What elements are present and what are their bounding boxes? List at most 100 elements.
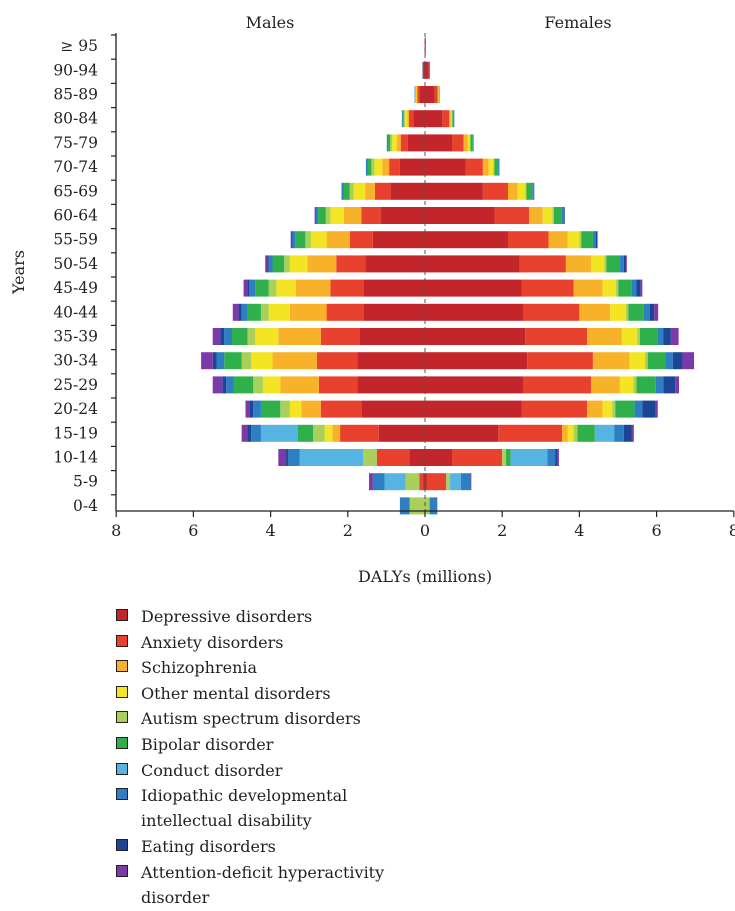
bar-female-50-54-s9 bbox=[626, 255, 627, 272]
bar-male-40-44-s9 bbox=[233, 304, 239, 321]
bar-male-15-19-s2 bbox=[332, 425, 340, 442]
bar-female-60-64-s7 bbox=[562, 207, 564, 224]
bar-male-85-89-s1 bbox=[417, 86, 419, 103]
bar-female-50-54-s3 bbox=[591, 255, 605, 272]
bar-female-15-19-s6 bbox=[595, 425, 614, 442]
bar-male-45-49-s9 bbox=[244, 280, 248, 297]
bar-male-20-24-s1 bbox=[321, 401, 362, 418]
bar-female-80-84-s0 bbox=[425, 110, 442, 127]
legend-item: Eating disorders bbox=[116, 834, 391, 860]
bar-female-15-19-s2 bbox=[562, 425, 568, 442]
bar-male-15-19-s3 bbox=[325, 425, 333, 442]
bar-female-15-19-s1 bbox=[498, 425, 562, 442]
bar-male-15-19-s4 bbox=[313, 425, 325, 442]
bar-male-75-79-s3 bbox=[392, 134, 397, 151]
bar-female-80-84-s1 bbox=[442, 110, 449, 127]
bar-male-30-34-s4 bbox=[242, 352, 252, 369]
bar-female-15-19-s9 bbox=[632, 425, 634, 442]
bar-male-20-24-s7 bbox=[253, 401, 261, 418]
y-tick-label: 90-94 bbox=[53, 61, 98, 79]
bar-male-75-79-s2 bbox=[397, 134, 401, 151]
bar-female-25-29-s9 bbox=[675, 376, 679, 393]
bar-male-5-9-s4 bbox=[406, 473, 420, 490]
bar-female-30-34-s8 bbox=[673, 352, 683, 369]
legend-swatch bbox=[116, 635, 128, 647]
bar-female-70-74-s4 bbox=[493, 159, 494, 176]
bar-male-25-29-s7 bbox=[226, 376, 234, 393]
bar-male-50-54-s5 bbox=[273, 255, 285, 272]
x-tick-label: 2 bbox=[497, 521, 507, 540]
legend-swatch bbox=[116, 711, 128, 723]
bar-male-5-9-s7 bbox=[373, 473, 385, 490]
bar-female-60-64-s8 bbox=[564, 207, 565, 224]
bar-female-35-39-s8 bbox=[663, 328, 671, 345]
bar-male-15-19-s7 bbox=[251, 425, 261, 442]
bar-female-25-29-s2 bbox=[591, 376, 620, 393]
bar-male-70-74-s3 bbox=[374, 159, 382, 176]
bar-male-80-84-s4 bbox=[404, 110, 405, 127]
bar-male-45-49-s2 bbox=[296, 280, 331, 297]
bar-male-40-44-s3 bbox=[269, 304, 290, 321]
legend-label: Schizophrenia bbox=[141, 655, 391, 680]
bar-male-25-29-s2 bbox=[280, 376, 319, 393]
bar-female-30-34-s0 bbox=[425, 352, 527, 369]
bar-male-20-24-s8 bbox=[249, 401, 253, 418]
y-tick-label: 60-64 bbox=[53, 207, 98, 225]
bar-female-5-9-s9 bbox=[471, 473, 472, 490]
bar-male-35-39-s9 bbox=[213, 328, 221, 345]
y-tick-label: 0-4 bbox=[73, 497, 98, 515]
legend-label: Autism spectrum disorders bbox=[141, 706, 391, 731]
y-tick-label: 25-29 bbox=[53, 376, 98, 394]
bar-male-70-74-s0 bbox=[400, 159, 425, 176]
bar-female-55-59-s7 bbox=[593, 231, 596, 248]
legend-item: Depressive disorders bbox=[116, 604, 391, 630]
bar-female-75-79-s3 bbox=[467, 134, 469, 151]
bar-male-80-84-s0 bbox=[413, 110, 425, 127]
bar-male-45-49-s4 bbox=[269, 280, 277, 297]
bar-female-45-49-s8 bbox=[637, 280, 641, 297]
bar-male-30-34-s1 bbox=[317, 352, 358, 369]
bar-female-35-39-s0 bbox=[425, 328, 525, 345]
bar-male-40-44-s8 bbox=[239, 304, 242, 321]
bar-male-40-44-s2 bbox=[290, 304, 327, 321]
bar-female-65-69-s4 bbox=[525, 183, 526, 200]
bar-female-0-4-s4 bbox=[425, 497, 430, 514]
bar-female-45-49-s7 bbox=[632, 280, 637, 297]
bar-male-65-69-s5 bbox=[344, 183, 350, 200]
bar-female-40-44-s1 bbox=[523, 304, 579, 321]
bar-female-10-14-s7 bbox=[547, 449, 555, 466]
x-axis-label: DALYs (millions) bbox=[358, 567, 492, 586]
bar-male-10-14-s1 bbox=[377, 449, 410, 466]
y-tick-label: 75-79 bbox=[53, 134, 98, 152]
bar-female-45-49-s5 bbox=[618, 280, 632, 297]
bar-female-70-74-s0 bbox=[425, 159, 466, 176]
bar-male-30-34-s2 bbox=[273, 352, 317, 369]
bar-male-60-64-s2 bbox=[344, 207, 361, 224]
bar-male-55-59-s0 bbox=[373, 231, 425, 248]
bar-female-75-79-s1 bbox=[452, 134, 464, 151]
bar-female-45-49-s3 bbox=[603, 280, 617, 297]
bar-male-50-54-s9 bbox=[265, 255, 267, 272]
bar-male-80-84-s1 bbox=[409, 110, 414, 127]
y-tick-label: 15-19 bbox=[53, 424, 98, 442]
bar-male-30-34-s8 bbox=[213, 352, 217, 369]
legend-label: Depressive disorders bbox=[141, 604, 391, 629]
bar-female-40-44-s2 bbox=[579, 304, 610, 321]
bar-male-20-24-s2 bbox=[301, 401, 320, 418]
bar-female-55-59-s5 bbox=[581, 231, 593, 248]
bar-female-5-9-s4 bbox=[446, 473, 450, 490]
bar-female-20-24-s4 bbox=[612, 401, 615, 418]
x-tick-label: 6 bbox=[652, 521, 662, 540]
bar-female-85-89-s0 bbox=[425, 86, 435, 103]
bar-female-50-54-s4 bbox=[604, 255, 606, 272]
bar-female-30-34-s5 bbox=[648, 352, 665, 369]
bar-female-25-29-s0 bbox=[425, 376, 523, 393]
bar-male-55-59-s4 bbox=[305, 231, 311, 248]
bar-female-20-24-s7 bbox=[635, 401, 643, 418]
bar-male-10-14-s6 bbox=[300, 449, 364, 466]
bar-male-10-14-s0 bbox=[410, 449, 425, 466]
bar-male-80-84-s7 bbox=[402, 110, 403, 127]
bar-female-25-29-s8 bbox=[664, 376, 676, 393]
y-tick-label: 55-59 bbox=[53, 231, 98, 249]
bar-female-50-54-s8 bbox=[624, 255, 626, 272]
